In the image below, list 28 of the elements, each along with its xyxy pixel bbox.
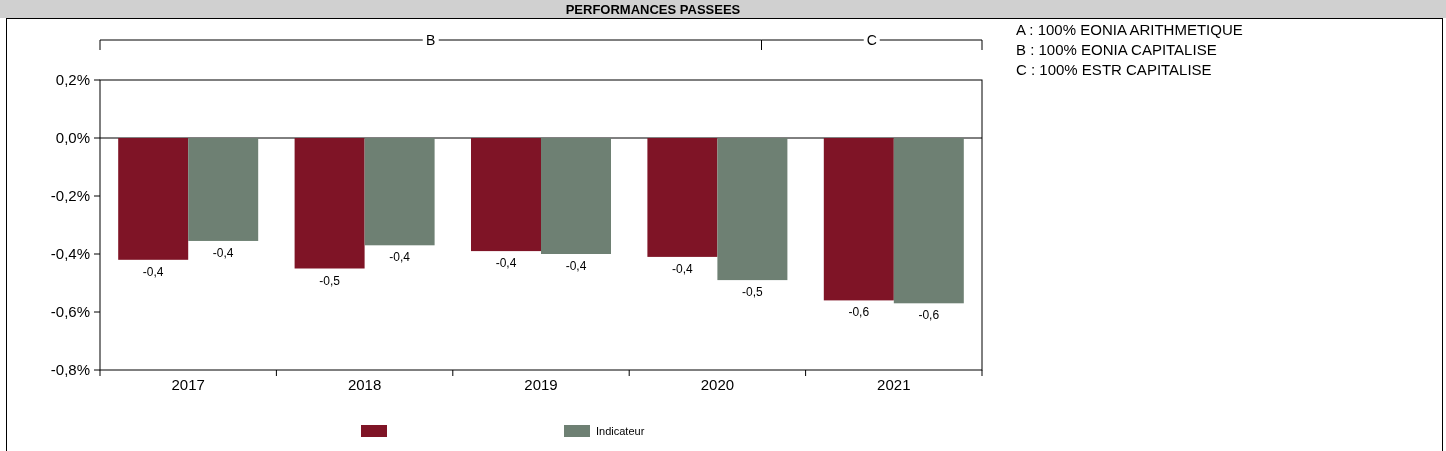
x-tick-label: 2018 bbox=[347, 376, 382, 393]
data-label: -0,5 bbox=[319, 273, 341, 288]
data-label: -0,4 bbox=[672, 261, 694, 276]
text: A : 100% EONIA ARITHMETIQUE bbox=[1016, 21, 1243, 38]
data-label: -0,4 bbox=[565, 259, 587, 273]
y-tick-label: -0,4% bbox=[50, 245, 90, 262]
text: B : 100% EONIA CAPITALISE bbox=[1016, 41, 1217, 58]
y-tick-label: 0,0% bbox=[55, 129, 90, 146]
data-label: -0,6 bbox=[918, 308, 940, 323]
x-tick-label: 2017 bbox=[171, 376, 205, 393]
data-label: -0,5 bbox=[742, 285, 764, 300]
data-label: -0,4 bbox=[212, 245, 234, 260]
y-tick-label: -0,6% bbox=[50, 303, 90, 320]
data-label: -0,4 bbox=[495, 256, 517, 271]
y-tick-label: -0,2% bbox=[50, 187, 90, 204]
x-tick-label: 2021 bbox=[877, 376, 911, 393]
data-label: -0,4 bbox=[389, 250, 411, 265]
data-label: -0,4 bbox=[142, 264, 164, 279]
x-tick-label: 2019 bbox=[524, 376, 558, 393]
text: C : 100% ESTR CAPITALISE bbox=[1016, 61, 1212, 78]
text: C bbox=[866, 32, 877, 48]
data-label: -0,6 bbox=[848, 305, 870, 320]
x-tick-label: 2020 bbox=[700, 376, 735, 393]
text: B bbox=[426, 32, 436, 48]
y-tick-label: -0,8% bbox=[50, 361, 90, 378]
chart-title: PERFORMANCES PASSEES bbox=[565, 2, 741, 17]
y-tick-label: 0,2% bbox=[55, 71, 90, 88]
legend-label: Indicateur bbox=[596, 425, 645, 437]
